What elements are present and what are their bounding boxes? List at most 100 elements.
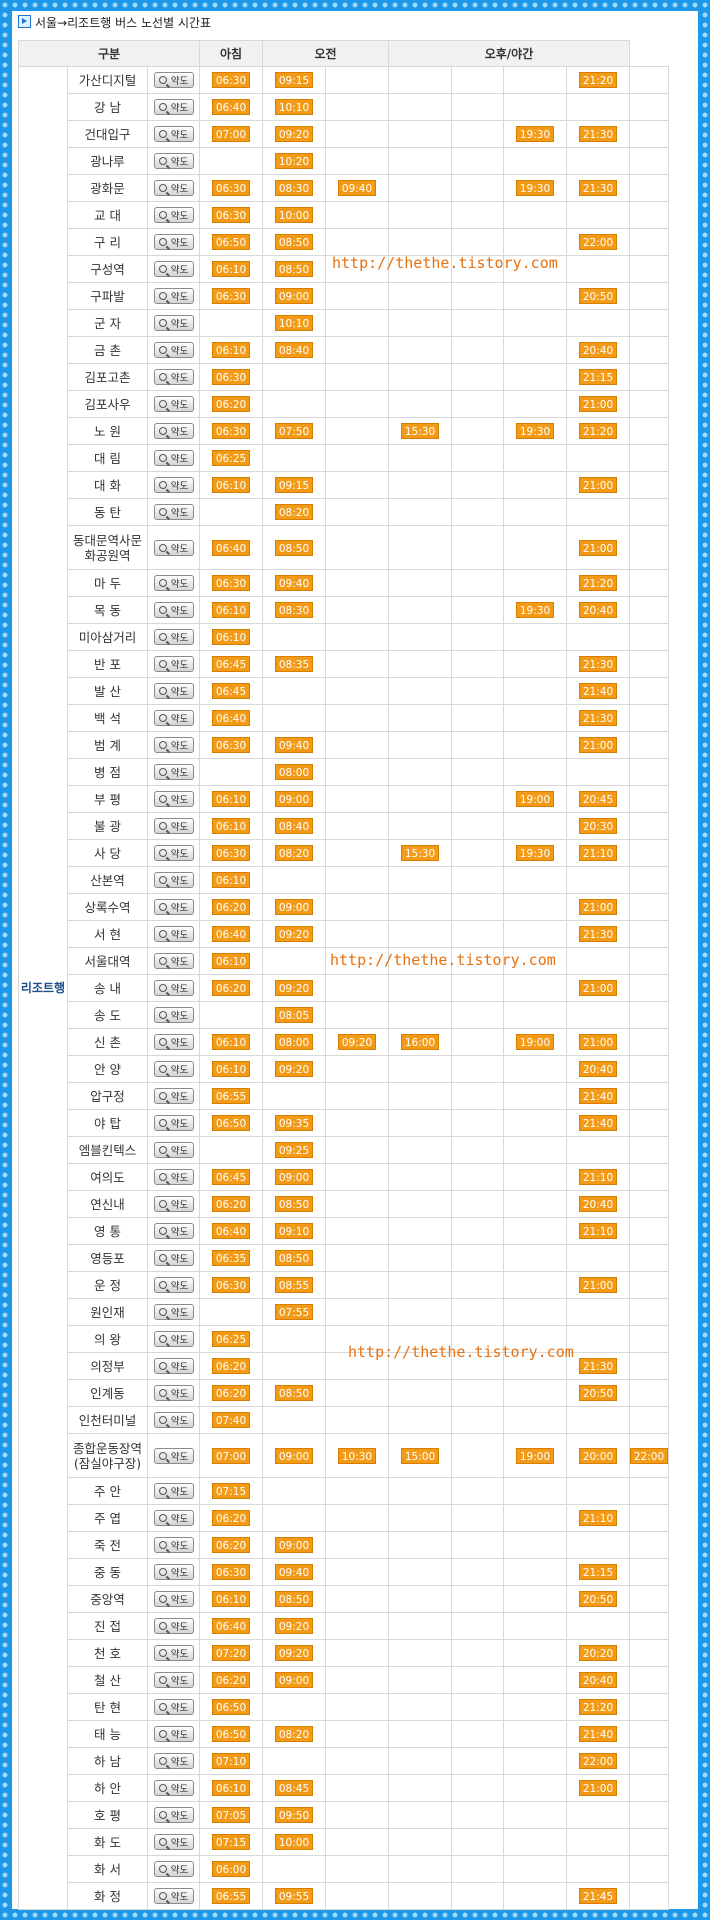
map-button[interactable]: 약도: [153, 602, 194, 618]
map-button[interactable]: 약도: [153, 1061, 194, 1077]
time-cell: 21:40: [566, 1720, 630, 1748]
map-button[interactable]: 약도: [153, 477, 194, 493]
map-button[interactable]: 약도: [153, 539, 194, 556]
map-button[interactable]: 약도: [153, 1169, 194, 1185]
map-button-label: 약도: [170, 1622, 189, 1633]
time-cell: 06:30: [199, 282, 263, 310]
map-button[interactable]: 약도: [153, 629, 194, 645]
map-button[interactable]: 약도: [153, 1699, 194, 1715]
map-button[interactable]: 약도: [153, 261, 194, 277]
map-button[interactable]: 약도: [153, 1672, 194, 1688]
map-button[interactable]: 약도: [153, 1385, 194, 1401]
map-button[interactable]: 약도: [153, 656, 194, 672]
map-button[interactable]: 약도: [153, 710, 194, 726]
map-button[interactable]: 약도: [153, 1537, 194, 1553]
map-button[interactable]: 약도: [153, 1304, 194, 1320]
map-button[interactable]: 약도: [153, 288, 194, 304]
map-button[interactable]: 약도: [153, 1358, 194, 1374]
map-button[interactable]: 약도: [153, 1591, 194, 1607]
map-button[interactable]: 약도: [153, 1807, 194, 1823]
map-button[interactable]: 약도: [153, 1412, 194, 1428]
map-button[interactable]: 약도: [153, 1223, 194, 1239]
map-button[interactable]: 약도: [153, 1250, 194, 1266]
departure-time: 20:45: [579, 791, 617, 807]
map-button[interactable]: 약도: [153, 1726, 194, 1742]
map-button[interactable]: 약도: [153, 1196, 194, 1212]
map-button[interactable]: 약도: [153, 818, 194, 834]
map-button[interactable]: 약도: [153, 683, 194, 699]
time-cell: 09:15: [262, 471, 326, 499]
time-cell: 06:50: [199, 1109, 263, 1137]
map-button[interactable]: 약도: [153, 575, 194, 591]
map-button[interactable]: 약도: [153, 872, 194, 888]
map-button[interactable]: 약도: [153, 737, 194, 753]
map-button[interactable]: 약도: [153, 450, 194, 466]
table-row: 압구정 약도 06:55 21:40: [19, 1082, 669, 1110]
time-cell: [325, 1720, 389, 1748]
map-button[interactable]: 약도: [153, 1115, 194, 1131]
time-cell: 06:55: [199, 1082, 263, 1110]
map-button[interactable]: 약도: [153, 1834, 194, 1850]
table-row: 진 접 약도 06:40 09:20: [19, 1612, 669, 1640]
time-cell: [451, 1531, 504, 1559]
map-button[interactable]: 약도: [153, 423, 194, 439]
map-button[interactable]: 약도: [153, 342, 194, 358]
time-cell: 06:10: [199, 471, 263, 499]
time-cell: [503, 1774, 567, 1802]
map-button[interactable]: 약도: [153, 72, 194, 88]
map-button[interactable]: 약도: [153, 926, 194, 942]
time-cell: [451, 1325, 504, 1353]
departure-time: 10:00: [275, 1834, 313, 1850]
map-button[interactable]: 약도: [153, 369, 194, 385]
time-cell: 21:00: [566, 1774, 630, 1802]
map-button[interactable]: 약도: [153, 1618, 194, 1634]
map-button[interactable]: 약도: [153, 1564, 194, 1580]
map-button[interactable]: 약도: [153, 207, 194, 223]
station-name: 여의도: [67, 1163, 148, 1191]
map-button[interactable]: 약도: [153, 1088, 194, 1104]
map-button[interactable]: 약도: [153, 1034, 194, 1050]
map-button[interactable]: 약도: [153, 845, 194, 861]
map-button[interactable]: 약도: [153, 126, 194, 142]
time-cell: 08:50: [262, 1190, 326, 1218]
time-cell: [262, 1325, 326, 1353]
map-button[interactable]: 약도: [153, 99, 194, 115]
map-button[interactable]: 약도: [153, 234, 194, 250]
time-cell: 07:15: [199, 1477, 263, 1505]
departure-time: 06:25: [212, 1331, 250, 1347]
time-cell: [503, 1720, 567, 1748]
map-button[interactable]: 약도: [153, 764, 194, 780]
map-button[interactable]: 약도: [153, 1645, 194, 1661]
map-button[interactable]: 약도: [153, 1142, 194, 1158]
map-button[interactable]: 약도: [153, 899, 194, 915]
time-cell: [325, 1504, 389, 1532]
time-cell: [503, 282, 567, 310]
map-button[interactable]: 약도: [153, 1780, 194, 1796]
map-button[interactable]: 약도: [153, 953, 194, 969]
map-button[interactable]: 약도: [153, 791, 194, 807]
departure-time: 06:30: [212, 369, 250, 385]
map-button[interactable]: 약도: [153, 153, 194, 169]
map-button[interactable]: 약도: [153, 1331, 194, 1347]
time-cell: [325, 1082, 389, 1110]
map-button[interactable]: 약도: [153, 504, 194, 520]
map-button[interactable]: 약도: [153, 1861, 194, 1877]
map-button[interactable]: 약도: [153, 1753, 194, 1769]
time-cell: [388, 1055, 452, 1083]
map-button[interactable]: 약도: [153, 1483, 194, 1499]
time-cell: [451, 66, 504, 94]
departure-time: 08:05: [275, 1007, 313, 1023]
map-button[interactable]: 약도: [153, 396, 194, 412]
map-button[interactable]: 약도: [153, 315, 194, 331]
time-cell: 21:30: [566, 650, 630, 678]
map-button[interactable]: 약도: [153, 1277, 194, 1293]
map-button[interactable]: 약도: [153, 1447, 194, 1464]
map-button[interactable]: 약도: [153, 980, 194, 996]
departure-time: 09:40: [275, 575, 313, 591]
map-button[interactable]: 약도: [153, 1007, 194, 1023]
map-button[interactable]: 약도: [153, 1888, 194, 1904]
map-button[interactable]: 약도: [153, 1510, 194, 1526]
map-button[interactable]: 약도: [153, 180, 194, 196]
time-cell: [503, 1855, 567, 1883]
magnifier-icon: [158, 265, 167, 273]
